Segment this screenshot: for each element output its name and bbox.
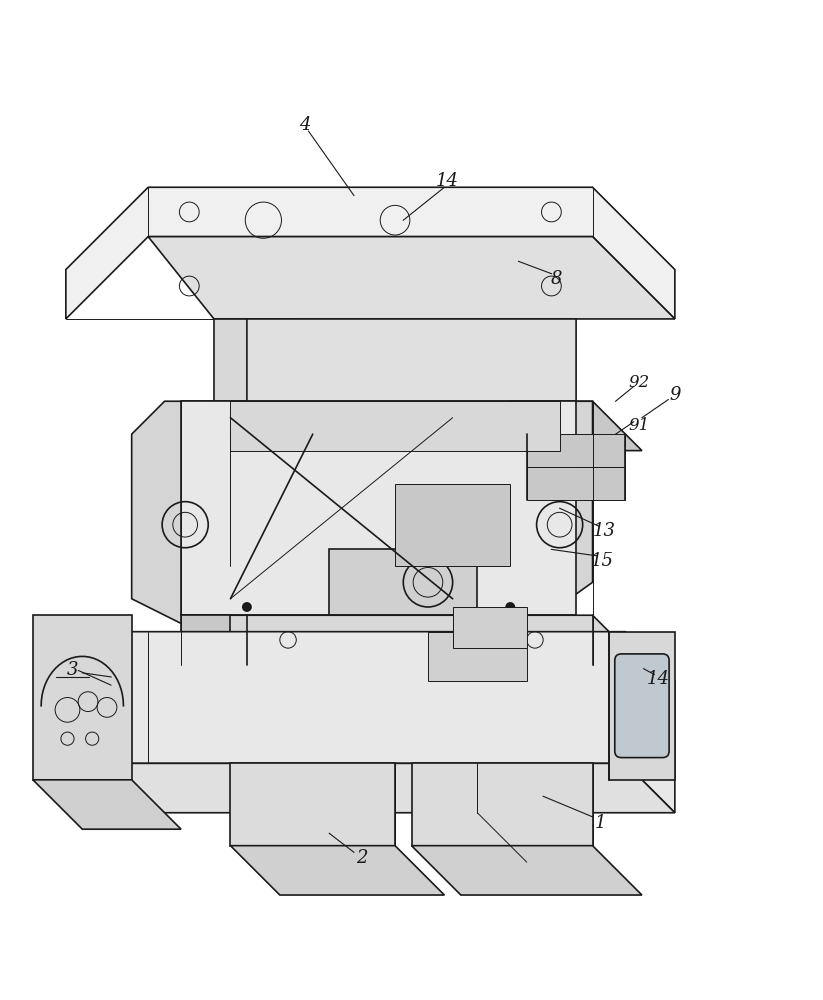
Polygon shape <box>181 401 576 615</box>
Polygon shape <box>527 434 625 500</box>
Text: 8: 8 <box>551 270 562 288</box>
Polygon shape <box>395 484 510 566</box>
Polygon shape <box>148 237 675 319</box>
Text: 9: 9 <box>669 386 681 404</box>
Circle shape <box>505 421 515 431</box>
Text: 14: 14 <box>436 172 459 190</box>
Polygon shape <box>247 319 576 516</box>
Circle shape <box>505 602 515 612</box>
Text: 2: 2 <box>356 849 368 867</box>
Text: 13: 13 <box>593 522 616 540</box>
FancyBboxPatch shape <box>615 654 669 758</box>
Text: 1: 1 <box>595 814 607 832</box>
Polygon shape <box>181 615 230 665</box>
Polygon shape <box>66 632 675 813</box>
Polygon shape <box>181 401 642 451</box>
Text: 15: 15 <box>591 552 614 570</box>
Polygon shape <box>214 319 296 418</box>
Polygon shape <box>66 187 675 319</box>
Polygon shape <box>428 632 527 681</box>
Polygon shape <box>230 763 395 846</box>
Circle shape <box>242 602 252 612</box>
Polygon shape <box>247 459 576 516</box>
Text: 4: 4 <box>299 116 310 134</box>
Polygon shape <box>181 615 642 665</box>
Text: 92: 92 <box>628 374 649 391</box>
Polygon shape <box>329 549 477 615</box>
Polygon shape <box>477 401 593 623</box>
Polygon shape <box>412 763 593 846</box>
Polygon shape <box>609 632 675 780</box>
Text: 3: 3 <box>67 661 78 679</box>
Polygon shape <box>66 763 675 813</box>
Polygon shape <box>132 401 247 623</box>
Polygon shape <box>412 846 642 895</box>
Text: 14: 14 <box>647 670 670 688</box>
Circle shape <box>242 421 252 431</box>
Polygon shape <box>230 401 560 451</box>
Polygon shape <box>453 607 527 648</box>
Polygon shape <box>230 846 444 895</box>
Polygon shape <box>33 615 132 780</box>
Text: 91: 91 <box>628 417 649 434</box>
Polygon shape <box>33 780 181 829</box>
